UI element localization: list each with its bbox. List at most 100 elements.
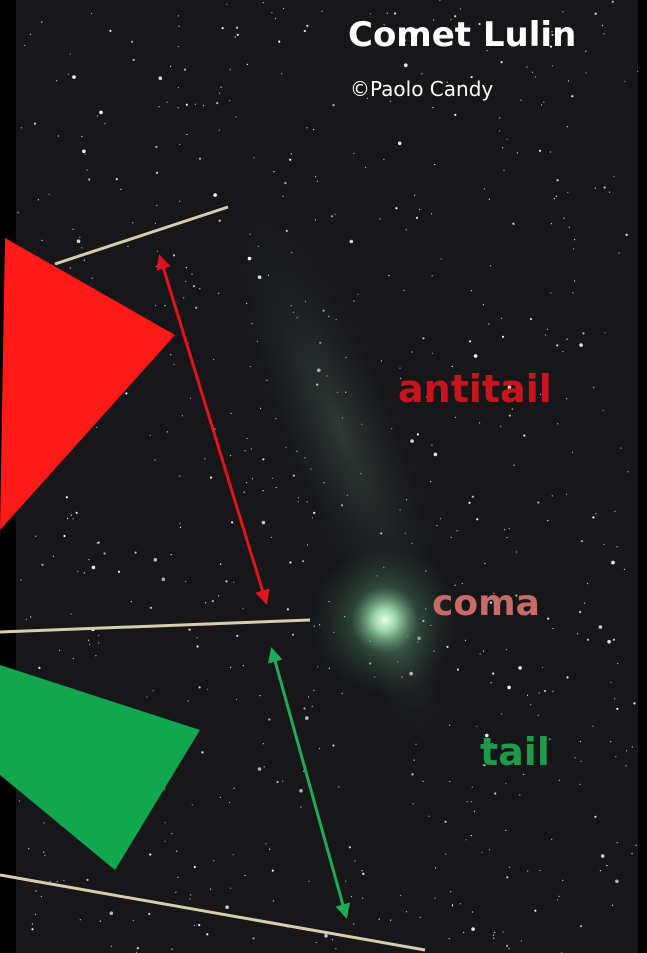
star	[185, 581, 186, 582]
star	[207, 689, 208, 690]
star	[43, 852, 44, 853]
star	[258, 767, 262, 771]
star	[472, 911, 473, 912]
star	[273, 171, 274, 172]
star	[172, 949, 173, 950]
star	[221, 87, 222, 88]
star	[521, 940, 522, 941]
coma-label: coma	[432, 583, 540, 624]
star	[178, 87, 179, 88]
star	[483, 651, 484, 652]
star	[601, 854, 605, 858]
star	[506, 649, 507, 650]
star	[154, 459, 155, 460]
star	[186, 267, 187, 268]
star	[182, 415, 183, 416]
star	[413, 803, 414, 804]
star	[73, 518, 74, 519]
star	[398, 142, 402, 146]
star	[213, 193, 217, 197]
star	[34, 123, 36, 125]
star	[201, 751, 203, 753]
star	[254, 157, 255, 158]
star	[517, 152, 518, 153]
star	[504, 529, 505, 530]
star	[98, 642, 99, 643]
star	[263, 490, 264, 491]
star	[631, 853, 632, 854]
star	[603, 544, 604, 545]
star	[44, 855, 45, 856]
star	[587, 639, 589, 641]
star	[335, 948, 336, 949]
star	[594, 816, 596, 818]
star	[118, 571, 120, 573]
star	[406, 911, 407, 912]
star	[216, 102, 218, 104]
star	[530, 704, 531, 705]
star	[541, 104, 542, 105]
star	[204, 458, 205, 459]
star	[633, 702, 635, 704]
star	[179, 523, 180, 524]
star	[260, 408, 261, 409]
star	[304, 30, 306, 32]
star	[192, 804, 193, 805]
star	[183, 297, 184, 298]
star	[353, 301, 354, 302]
star	[233, 854, 234, 855]
star	[566, 494, 567, 495]
star	[229, 100, 230, 101]
star	[197, 637, 198, 638]
star	[68, 74, 69, 75]
star	[545, 334, 546, 335]
star	[445, 854, 446, 855]
star	[178, 15, 179, 16]
star	[315, 176, 316, 177]
star	[32, 924, 33, 925]
star	[509, 415, 511, 417]
star	[620, 448, 621, 449]
star	[283, 8, 284, 9]
star	[558, 896, 559, 897]
star	[595, 188, 596, 189]
star	[247, 64, 248, 65]
star	[411, 773, 413, 775]
star	[49, 194, 50, 195]
star	[164, 305, 165, 306]
star	[582, 332, 584, 334]
right-border	[638, 0, 647, 953]
star	[225, 580, 227, 582]
star	[271, 537, 272, 538]
star	[49, 881, 50, 882]
star	[571, 95, 573, 97]
star	[173, 254, 175, 256]
star	[79, 237, 80, 238]
star	[243, 665, 244, 666]
star	[58, 135, 59, 136]
star	[225, 905, 229, 909]
star	[156, 172, 158, 174]
star	[265, 843, 266, 844]
star	[281, 73, 282, 74]
star	[412, 351, 413, 352]
star	[581, 540, 583, 542]
star	[595, 513, 596, 514]
star	[338, 786, 339, 787]
star	[567, 192, 568, 193]
star	[307, 544, 308, 545]
star	[38, 199, 39, 200]
star	[351, 896, 352, 897]
star	[191, 273, 192, 274]
star	[259, 695, 260, 696]
star	[42, 240, 43, 241]
star	[566, 676, 568, 678]
star	[150, 435, 151, 436]
star	[469, 340, 471, 342]
star	[563, 218, 564, 219]
star	[66, 496, 68, 498]
star	[604, 332, 605, 333]
star	[88, 640, 89, 641]
star	[422, 781, 423, 782]
star	[362, 898, 363, 899]
